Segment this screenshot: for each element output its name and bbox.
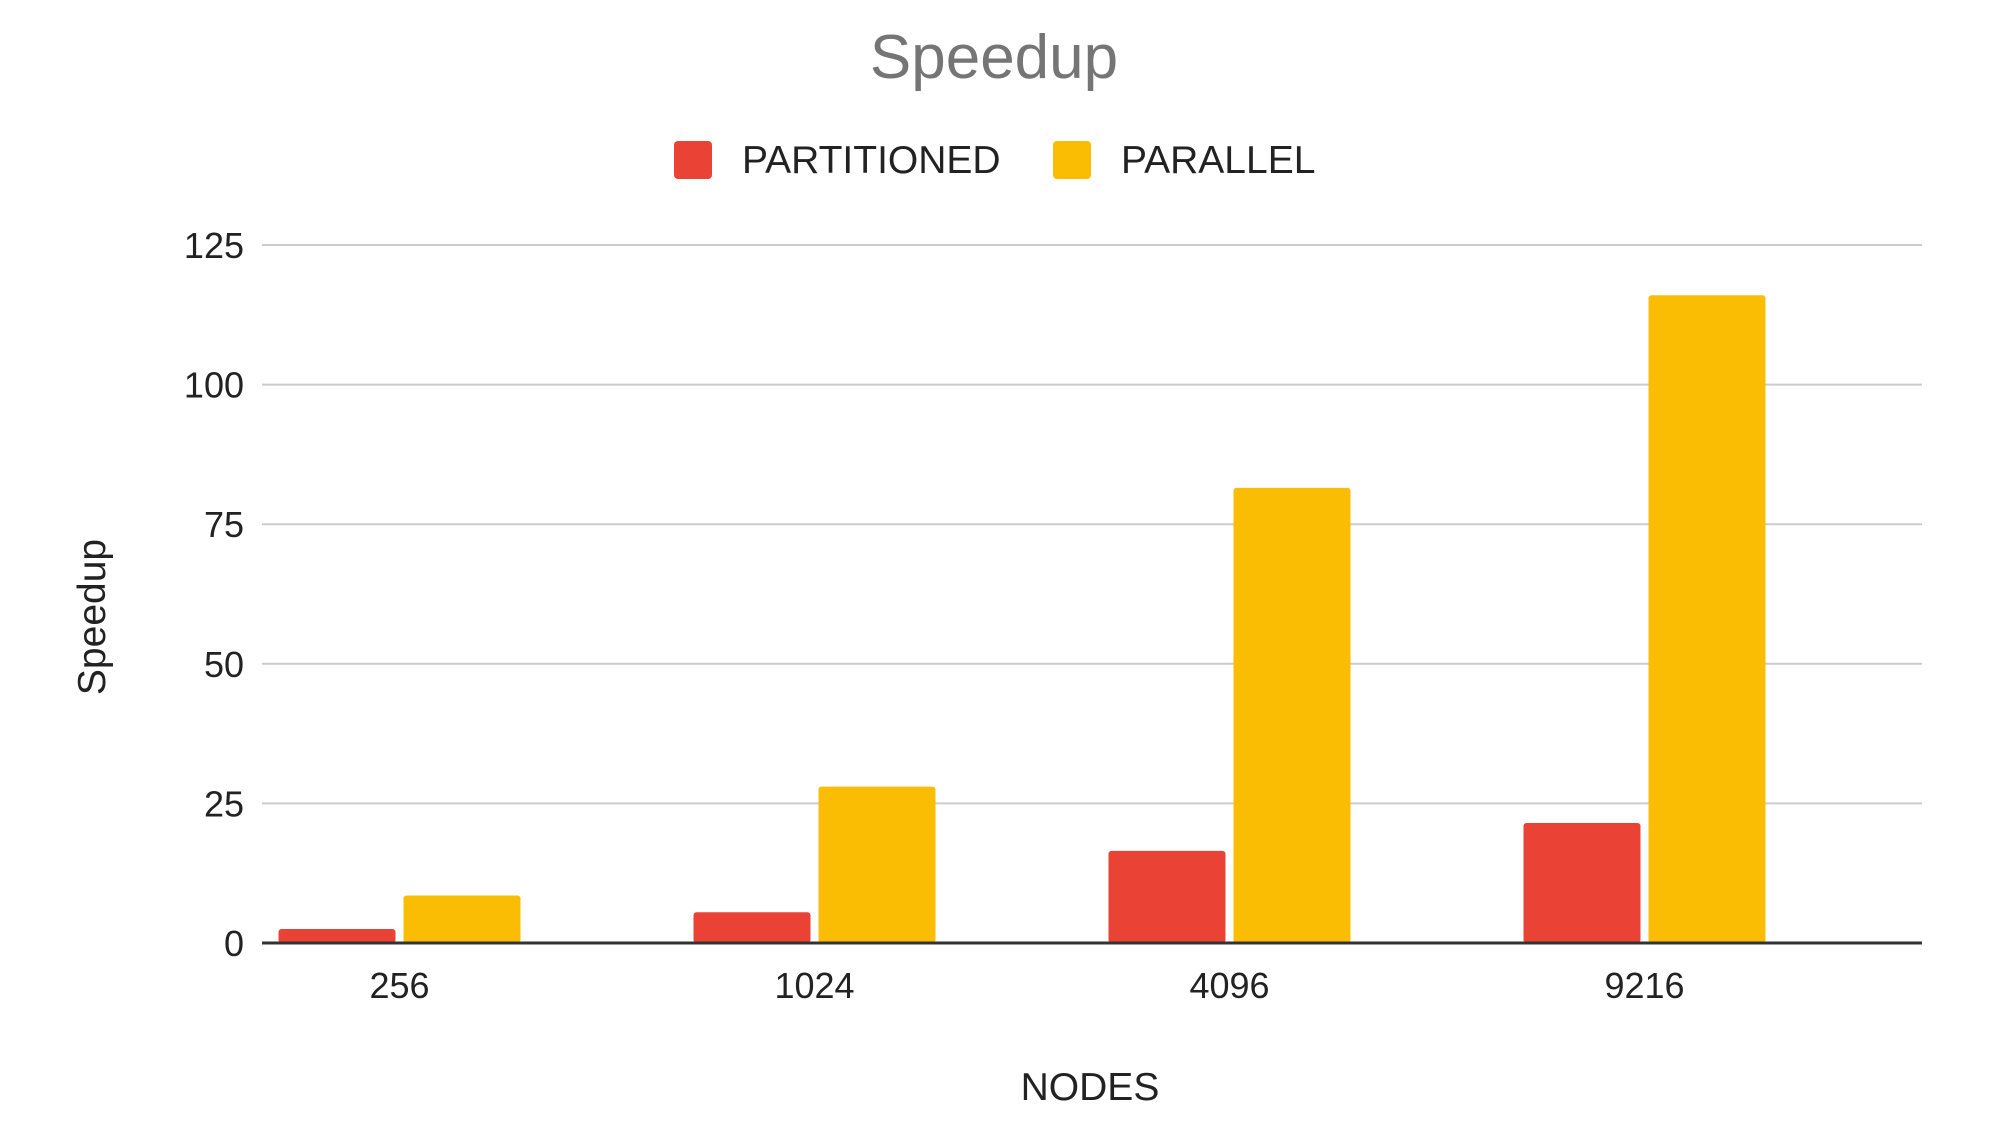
bar-parallel-1024 [818, 786, 936, 943]
x-tick-label: 1024 [774, 965, 854, 1006]
x-tick-label: 4096 [1189, 965, 1269, 1006]
bar-parallel-256 [403, 895, 521, 943]
y-tick-label: 0 [224, 923, 244, 964]
y-tick-label: 100 [184, 365, 244, 406]
x-tick-label: 9216 [1604, 965, 1684, 1006]
gridlines [262, 244, 1922, 805]
legend-swatch-partitioned [674, 141, 712, 179]
x-tick-label: 256 [369, 965, 429, 1006]
bar-partitioned-4096 [1108, 850, 1226, 943]
bar-partitioned-256 [278, 929, 396, 943]
y-tick-label: 50 [204, 644, 244, 685]
chart-title: Speedup [870, 23, 1118, 92]
y-tick-label: 75 [204, 504, 244, 545]
bars [278, 295, 1766, 944]
y-tick-label: 25 [204, 783, 244, 824]
legend-label-partitioned: PARTITIONED [742, 139, 1001, 182]
y-axis-title: Speedup [71, 539, 114, 695]
x-axis-ticks: 256 1024 4096 9216 [369, 965, 1684, 1006]
legend-swatch-parallel [1053, 141, 1091, 179]
legend-label-parallel: PARALLEL [1121, 139, 1315, 182]
legend: PARTITIONED PARALLEL [674, 139, 1315, 182]
bar-parallel-4096 [1233, 487, 1351, 943]
y-tick-label: 125 [184, 225, 244, 266]
x-axis-title: NODES [1021, 1066, 1160, 1109]
bar-partitioned-9216 [1523, 822, 1641, 943]
bar-partitioned-1024 [693, 912, 811, 943]
y-axis-ticks: 0 25 50 75 100 125 [184, 225, 244, 964]
bar-parallel-9216 [1648, 295, 1766, 944]
